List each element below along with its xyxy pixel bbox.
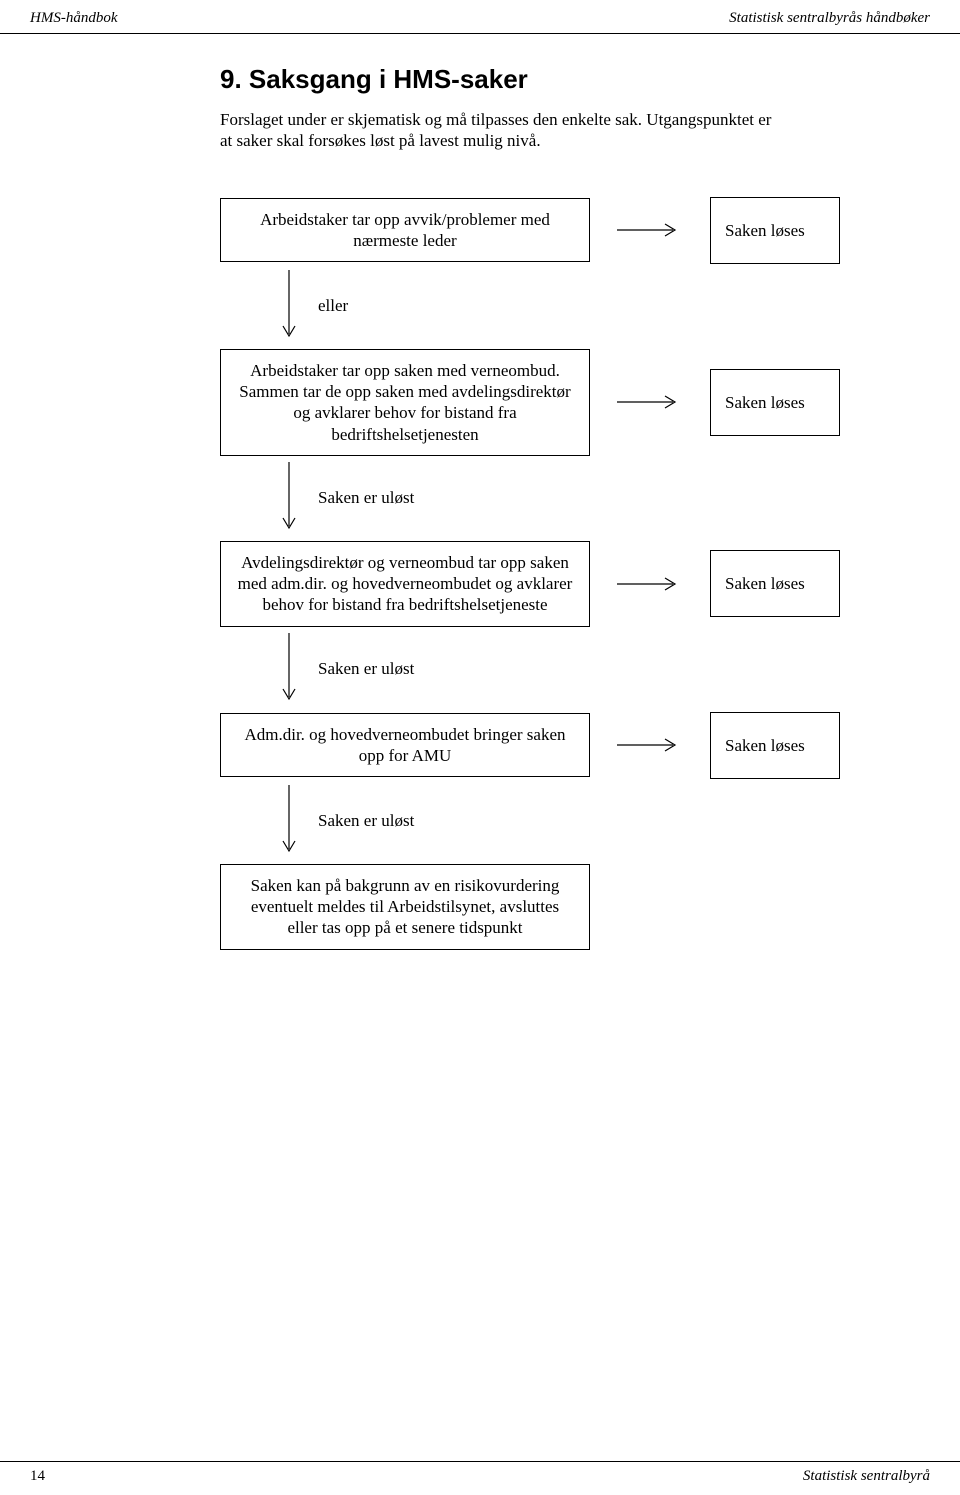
connector-3-label: Saken er uløst (318, 659, 414, 679)
flow-step-1: Arbeidstaker tar opp avvik/problemer med… (220, 197, 870, 264)
flow-step-4: Adm.dir. og hovedverneombudet bringer sa… (220, 712, 870, 779)
page-header: HMS-håndbok Statistisk sentralbyrås hånd… (0, 0, 960, 34)
header-left: HMS-håndbok (30, 10, 117, 27)
page-content: 9. Saksgang i HMS-saker Forslaget under … (0, 34, 960, 950)
step-4-left-box: Adm.dir. og hovedverneombudet bringer sa… (220, 713, 590, 778)
arrow-right-icon (615, 736, 685, 754)
step-2-arrow (590, 393, 710, 411)
arrow-down-icon (280, 460, 298, 538)
header-right: Statistisk sentralbyrås håndbøker (729, 10, 930, 27)
footer-publisher: Statistisk sentralbyrå (803, 1468, 930, 1485)
step-3-arrow (590, 575, 710, 593)
connector-4: Saken er uløst (220, 779, 590, 864)
step-5-left-box: Saken kan på bakgrunn av en risikovurder… (220, 864, 590, 950)
arrow-right-icon (615, 393, 685, 411)
flow-step-5: Saken kan på bakgrunn av en risikovurder… (220, 864, 870, 950)
step-2-right-box: Saken løses (710, 369, 840, 436)
flow-step-2: Arbeidstaker tar opp saken med verneombu… (220, 349, 870, 456)
flow-step-3: Avdelingsdirektør og verneombud tar opp … (220, 541, 870, 627)
arrow-down-icon (280, 783, 298, 861)
step-1-left-box: Arbeidstaker tar opp avvik/problemer med… (220, 198, 590, 263)
connector-1-label: eller (318, 296, 348, 316)
page-footer: 14 Statistisk sentralbyrå (0, 1461, 960, 1495)
intro-paragraph: Forslaget under er skjematisk og må tilp… (220, 109, 780, 152)
step-3-right-box: Saken løses (710, 550, 840, 617)
connector-2: Saken er uløst (220, 456, 590, 541)
footer-page-number: 14 (30, 1468, 45, 1485)
connector-2-label: Saken er uløst (318, 488, 414, 508)
page-title: 9. Saksgang i HMS-saker (220, 64, 870, 95)
arrow-down-icon (280, 631, 298, 709)
arrow-right-icon (615, 221, 685, 239)
step-1-arrow (590, 221, 710, 239)
step-3-left-box: Avdelingsdirektør og verneombud tar opp … (220, 541, 590, 627)
step-4-right-box: Saken løses (710, 712, 840, 779)
step-2-left-box: Arbeidstaker tar opp saken med verneombu… (220, 349, 590, 456)
connector-4-label: Saken er uløst (318, 811, 414, 831)
connector-1: eller (220, 264, 590, 349)
arrow-right-icon (615, 575, 685, 593)
connector-3: Saken er uløst (220, 627, 590, 712)
step-1-right-box: Saken løses (710, 197, 840, 264)
step-4-arrow (590, 736, 710, 754)
arrow-down-icon (280, 268, 298, 346)
